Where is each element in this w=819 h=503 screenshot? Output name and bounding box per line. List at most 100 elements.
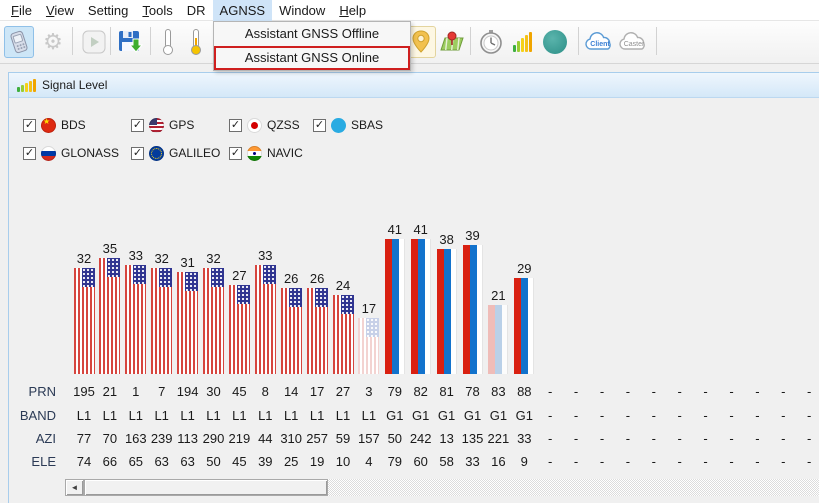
play-button[interactable] [79,26,109,58]
table-cell: - [651,384,656,399]
menu-item-agnss[interactable]: AGNSS [212,0,273,21]
checkbox-galileo[interactable]: ✓ [131,146,144,160]
menu-item-help[interactable]: Help [339,2,367,18]
menu-item-assistant-gnss-offline[interactable]: Assistant GNSS Offline [244,26,380,41]
checkbox-glonass[interactable]: ✓ [23,146,36,160]
table-cell: 59 [335,431,351,446]
toolbar-separator [110,27,111,55]
table-cell: - [755,431,760,446]
table-cell: 33 [517,431,532,446]
menu-item-tools[interactable]: Tools [142,2,173,18]
eu-flag-icon [149,145,164,161]
table-cell: - [599,454,605,469]
signal-bar-prn-7 [151,268,173,374]
checkbox-bds[interactable]: ✓ [23,118,36,132]
constellation-toggle-gps[interactable]: ✓ GPS [131,117,194,133]
constellation-toggle-bds[interactable]: ✓ BDS [23,117,86,133]
bar-value-label: 32 [154,251,169,266]
table-cell: 135 [461,431,484,446]
us-flag-canton [107,258,121,277]
toolbar-separator [470,27,471,55]
table-cell: - [599,431,605,446]
constellation-toggle-glonass[interactable]: ✓ GLONASS [23,145,119,161]
bar-value-label: 21 [491,288,506,303]
constellation-toggle-sbas[interactable]: ✓ SBAS [313,117,383,133]
table-cell: - [807,408,812,423]
checkbox-sbas[interactable]: ✓ [313,118,326,132]
signal-bar-prn-82 [410,239,431,374]
table-cell: - [548,384,553,399]
menu-item-assistant-gnss-online[interactable]: Assistant GNSS Online [214,46,410,70]
table-cell: 45 [232,384,247,399]
table-cell: - [807,384,812,399]
scrollbar-thumb[interactable] [84,479,328,496]
table-cell: 290 [202,431,225,446]
teal-circle-icon [543,30,567,54]
constellation-label: GLONASS [61,146,120,160]
table-cell: G1 [489,408,508,423]
signal-bar-prn-79 [384,239,405,374]
location-pin-button[interactable] [406,26,436,58]
signal-bar-prn-45 [228,285,250,374]
menu-item-setting[interactable]: Setting [87,2,129,18]
table-cell: 242 [409,431,432,446]
table-cell: - [755,384,760,399]
table-cell: 27 [335,384,351,399]
save-icon [119,31,143,53]
cloud-client-icon: Client [585,32,611,50]
table-cell: - [807,431,812,446]
table-cell: 60 [413,454,428,469]
table-cell: - [729,408,734,423]
us-flag-canton [366,318,380,337]
ntrip-client-button[interactable]: Client [583,26,617,58]
table-cell: - [599,384,605,399]
us-flag-canton [159,268,173,287]
constellation-toggle-qzss[interactable]: ✓ QZSS [229,117,300,133]
us-flag-canton [211,268,224,287]
table-cell: 219 [228,431,251,446]
signal-bar-prn-8 [254,265,276,374]
status-button[interactable] [540,26,570,58]
menu-item-dr[interactable]: DR [186,2,206,18]
temperature-button[interactable] [156,26,180,58]
bar-value-label: 31 [180,255,195,270]
table-cell: - [729,384,734,399]
svg-text:Caster: Caster [624,41,645,48]
signal-bar-prn-27 [332,295,354,374]
save-button[interactable] [115,26,145,58]
checkbox-qzss[interactable]: ✓ [229,118,242,132]
table-cell: 310 [280,431,303,446]
table-cell: L1 [309,408,325,423]
settings-button[interactable]: ⚙ [38,26,68,58]
constellation-toggle-galileo[interactable]: ✓ GALILEO [131,145,220,161]
signal-bar-prn-88 [514,278,535,374]
row-label-ele: ELE [31,454,56,469]
constellation-label: NAVIC [267,146,303,160]
menu-item-window[interactable]: Window [279,2,326,18]
temperature-active-button[interactable] [184,26,208,58]
scrollbar-left-arrow[interactable]: ◄ [65,479,84,496]
signal-level-button[interactable] [507,26,537,58]
signal-bar-prn-194 [177,272,199,374]
table-cell: - [573,431,579,446]
menu-item-view[interactable]: View [45,2,74,18]
timer-button[interactable] [476,26,506,58]
table-cell: L1 [283,408,299,423]
map-button[interactable] [437,26,467,58]
constellation-toggle-navic[interactable]: ✓ NAVIC [229,145,303,161]
table-cell: 25 [283,454,299,469]
bar-value-label: 39 [465,228,480,243]
toolbar-separator [656,27,657,55]
us-flag-canton [133,265,147,284]
checkbox-gps[interactable]: ✓ [131,118,144,132]
signal-bar-prn-17 [306,288,328,374]
cloud-caster-icon: Caster [619,32,645,50]
menu-item-file[interactable]: File [11,2,32,18]
connect-device-button[interactable] [4,26,34,58]
table-cell: 13 [439,431,454,446]
us-flag-canton [314,288,328,307]
table-cell: - [573,408,579,423]
ntrip-caster-button[interactable]: Caster [617,26,651,58]
signal-bar-prn-78 [462,245,483,374]
checkbox-navic[interactable]: ✓ [229,146,242,160]
